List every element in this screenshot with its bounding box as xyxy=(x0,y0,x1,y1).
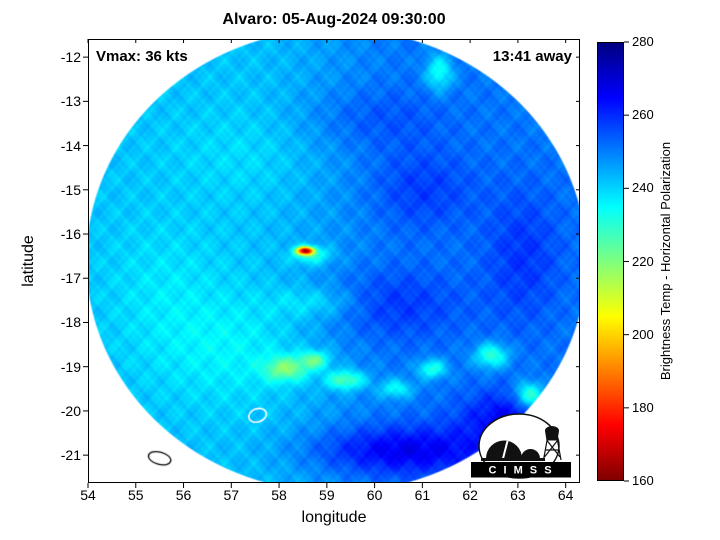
y-tick-label: -12 xyxy=(60,49,81,66)
colorbar-tick-label: 200 xyxy=(632,326,654,342)
y-tick-label: -21 xyxy=(60,447,81,464)
x-tick-label: 55 xyxy=(127,487,144,503)
logo-tower-tank-top xyxy=(545,426,559,431)
colorbar-tick-label: 280 xyxy=(632,34,654,49)
logo-dome-slit xyxy=(502,440,509,459)
y-tick-label: -20 xyxy=(60,402,81,419)
logo-small-dome-icon xyxy=(521,449,540,459)
cimss-logo: C I M S S xyxy=(471,413,571,482)
y-tick-label: -16 xyxy=(60,226,81,243)
x-tick-label: 62 xyxy=(462,487,478,503)
colorbar-label: Brightness Temp - Horizontal Polarizatio… xyxy=(658,141,673,381)
cimss-logo-svg: C I M S S xyxy=(471,413,571,479)
x-tick-label: 59 xyxy=(319,487,335,503)
logo-band xyxy=(471,462,571,478)
x-tick-label: 54 xyxy=(80,487,96,503)
satellite-field-canvas xyxy=(88,39,580,483)
colorbar-tick-label: 240 xyxy=(632,180,654,196)
x-tick-label: 63 xyxy=(510,487,526,503)
x-tick-label: 64 xyxy=(557,487,574,503)
y-axis-label: latitude xyxy=(20,235,37,287)
y-tick-label: -13 xyxy=(60,93,81,110)
logo-water-tower-icon xyxy=(545,431,559,441)
y-tick-label: -15 xyxy=(60,181,81,198)
colorbar-canvas xyxy=(597,42,624,481)
colorbar xyxy=(597,42,624,481)
y-tick-label: -14 xyxy=(60,137,81,154)
x-tick-label: 57 xyxy=(223,487,240,503)
x-tick-label: 58 xyxy=(271,487,287,503)
colorbar-tick-label: 260 xyxy=(632,107,654,123)
logo-large-dome-icon xyxy=(486,440,522,459)
logo-ground xyxy=(481,458,545,461)
plot-area: Vmax: 36 kts 13:41 away C I M S S xyxy=(88,39,580,483)
eta-annotation: 13:41 away xyxy=(492,48,572,65)
logo-tower-legs xyxy=(542,440,562,461)
x-tick-label: 61 xyxy=(414,487,431,503)
x-tick-label: 56 xyxy=(175,487,192,503)
plot-title: Alvaro: 05-Aug-2024 09:30:00 xyxy=(222,11,446,28)
y-tick-label: -18 xyxy=(60,314,81,331)
y-tick-label: -19 xyxy=(60,358,81,375)
colorbar-tick-label: 220 xyxy=(632,253,654,269)
colorbar-tick-label: 160 xyxy=(632,473,654,488)
vmax-annotation: Vmax: 36 kts xyxy=(96,48,188,65)
y-tick-label: -17 xyxy=(60,270,81,287)
logo-text: C I M S S xyxy=(488,465,553,477)
x-tick-label: 60 xyxy=(366,487,383,503)
colorbar-tick-label: 180 xyxy=(632,399,654,415)
x-axis-label: longitude xyxy=(301,509,367,526)
